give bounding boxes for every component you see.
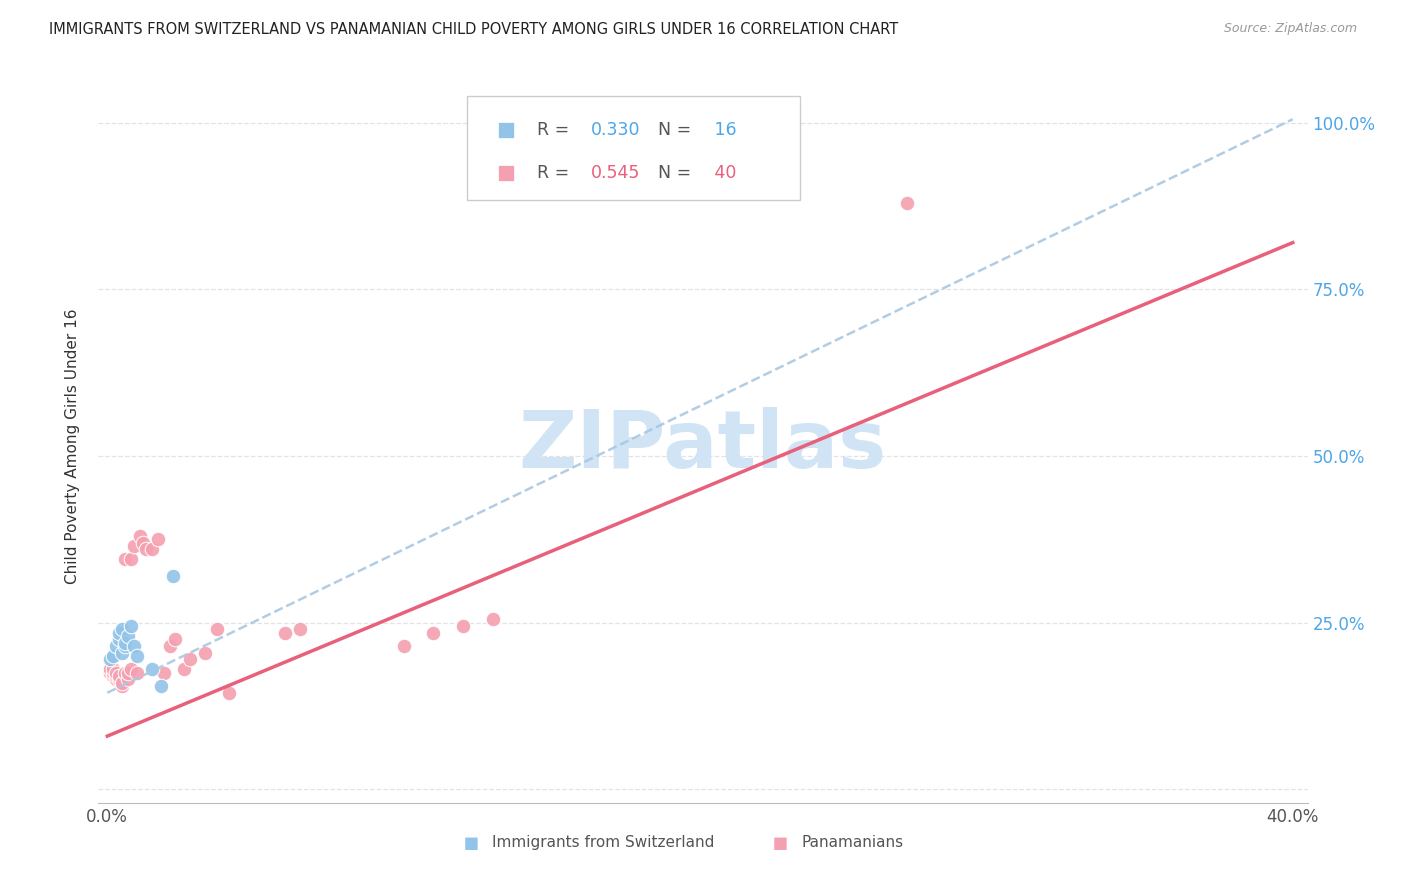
Point bbox=[117, 629, 139, 643]
Point bbox=[392, 639, 415, 653]
Point bbox=[422, 625, 444, 640]
Text: 40: 40 bbox=[709, 164, 737, 182]
Point bbox=[108, 625, 131, 640]
Point bbox=[111, 623, 134, 637]
Text: ▪: ▪ bbox=[463, 831, 479, 855]
Point bbox=[132, 535, 155, 549]
Point bbox=[98, 652, 121, 666]
Point bbox=[159, 639, 181, 653]
Point bbox=[141, 542, 163, 557]
Point bbox=[194, 646, 217, 660]
Point bbox=[108, 669, 131, 683]
Point bbox=[103, 669, 125, 683]
Point bbox=[120, 662, 142, 676]
Point bbox=[103, 649, 125, 664]
Point bbox=[98, 665, 121, 680]
Point bbox=[122, 639, 145, 653]
Point bbox=[162, 569, 184, 583]
Text: N =: N = bbox=[658, 121, 697, 139]
Point bbox=[129, 529, 152, 543]
Point bbox=[111, 646, 134, 660]
Point bbox=[111, 679, 134, 693]
Text: 0.545: 0.545 bbox=[591, 164, 640, 182]
Point bbox=[288, 623, 311, 637]
Text: Immigrants from Switzerland: Immigrants from Switzerland bbox=[492, 836, 714, 850]
Point bbox=[451, 619, 474, 633]
Point bbox=[165, 632, 187, 647]
Text: IMMIGRANTS FROM SWITZERLAND VS PANAMANIAN CHILD POVERTY AMONG GIRLS UNDER 16 COR: IMMIGRANTS FROM SWITZERLAND VS PANAMANIA… bbox=[49, 22, 898, 37]
Point bbox=[117, 673, 139, 687]
Point bbox=[125, 665, 148, 680]
Point bbox=[135, 542, 157, 557]
Point bbox=[179, 652, 201, 666]
Point bbox=[105, 673, 128, 687]
Y-axis label: Child Poverty Among Girls Under 16: Child Poverty Among Girls Under 16 bbox=[65, 309, 80, 583]
Point bbox=[114, 665, 136, 680]
Point bbox=[105, 665, 128, 680]
Point bbox=[481, 612, 503, 626]
Point bbox=[105, 639, 128, 653]
Text: R =: R = bbox=[537, 164, 575, 182]
Text: N =: N = bbox=[658, 164, 697, 182]
Point bbox=[152, 665, 174, 680]
Point bbox=[117, 665, 139, 680]
Point bbox=[103, 665, 125, 680]
Point bbox=[103, 662, 125, 676]
Text: 16: 16 bbox=[709, 121, 737, 139]
Text: ▪: ▪ bbox=[772, 831, 789, 855]
Point bbox=[114, 636, 136, 650]
Point bbox=[125, 649, 148, 664]
Point bbox=[896, 195, 918, 210]
Point bbox=[111, 675, 134, 690]
Point bbox=[114, 552, 136, 566]
Point bbox=[205, 623, 228, 637]
Point bbox=[146, 533, 169, 547]
Point bbox=[274, 625, 297, 640]
Text: R =: R = bbox=[537, 121, 575, 139]
Point bbox=[122, 539, 145, 553]
Point bbox=[141, 662, 163, 676]
Point bbox=[218, 686, 240, 700]
FancyBboxPatch shape bbox=[467, 96, 800, 200]
Point bbox=[108, 632, 131, 647]
Point bbox=[173, 662, 195, 676]
Point bbox=[120, 552, 142, 566]
Point bbox=[98, 662, 121, 676]
Point bbox=[114, 639, 136, 653]
Point bbox=[149, 679, 172, 693]
Text: Source: ZipAtlas.com: Source: ZipAtlas.com bbox=[1223, 22, 1357, 36]
Text: ZIPatlas: ZIPatlas bbox=[519, 407, 887, 485]
Point bbox=[105, 669, 128, 683]
Point bbox=[108, 673, 131, 687]
Text: Panamanians: Panamanians bbox=[801, 836, 904, 850]
Point bbox=[120, 619, 142, 633]
Text: 0.330: 0.330 bbox=[591, 121, 640, 139]
